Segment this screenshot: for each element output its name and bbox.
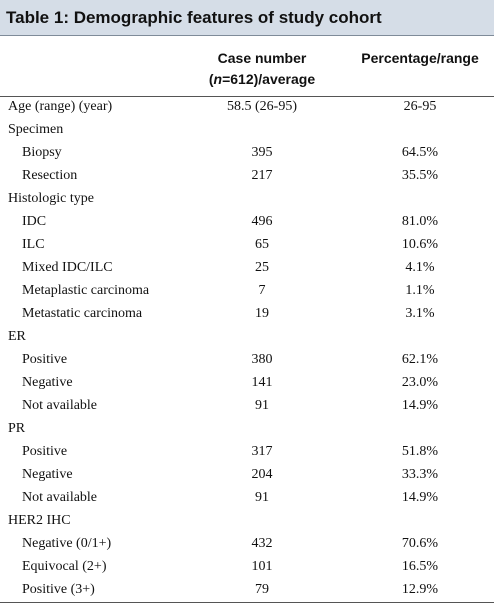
table-row: Metastatic carcinoma 19 3.1%: [0, 302, 494, 325]
case-number: 380: [251, 352, 273, 367]
table-row: Equivocal (2+) 101 16.5%: [0, 555, 494, 578]
row-label: Positive (3+): [22, 582, 95, 597]
row-label: Biopsy: [22, 145, 62, 160]
row-label: Age (range) (year): [8, 99, 113, 114]
row-label: Metaplastic carcinoma: [22, 283, 150, 298]
table-row: Positive 317 51.8%: [0, 440, 494, 463]
header-text: (: [208, 71, 214, 87]
table-row: Biopsy 395 64.5%: [0, 141, 494, 164]
table-row: Metaplastic carcinoma 7 1.1%: [0, 279, 494, 302]
table-row: Resection 217 35.5%: [0, 164, 494, 187]
row-label: Positive: [22, 444, 68, 459]
percentage: 12.9%: [401, 582, 439, 597]
case-number: 217: [251, 168, 273, 183]
percentage: 23.0%: [401, 375, 439, 390]
case-number: 91: [255, 398, 269, 413]
header-text: (n=612)/average: [190, 69, 334, 90]
case-number: 496: [251, 214, 273, 229]
percentage: 16.5%: [401, 559, 439, 574]
table-row: IDC 496 81.0%: [0, 210, 494, 233]
case-number: 395: [251, 145, 273, 160]
table-row: Mixed IDC/ILC 25 4.1%: [0, 256, 494, 279]
case-number: 79: [255, 582, 269, 597]
row-label: Positive: [22, 352, 68, 367]
header-text: =612)/average: [222, 71, 316, 87]
row-label: Not available: [22, 398, 98, 413]
percentage: 51.8%: [401, 444, 439, 459]
percentage: 14.9%: [401, 398, 439, 413]
section-row: Specimen: [0, 118, 494, 141]
table-row: Negative 141 23.0%: [0, 371, 494, 394]
case-number: 91: [255, 490, 269, 505]
case-number: 25: [255, 260, 269, 275]
row-label: Metastatic carcinoma: [22, 306, 143, 321]
section-label: ER: [8, 329, 26, 344]
percentage: 62.1%: [401, 352, 439, 367]
table-row: Positive (3+) 79 12.9%: [0, 578, 494, 601]
rule: [0, 96, 494, 97]
case-number: 204: [251, 467, 273, 482]
case-number: 317: [251, 444, 273, 459]
table-row: Positive 380 62.1%: [0, 348, 494, 371]
table-row: Negative (0/1+) 432 70.6%: [0, 532, 494, 555]
percentage: 64.5%: [401, 145, 439, 160]
section-label: HER2 IHC: [8, 513, 71, 528]
section-row: HER2 IHC: [0, 509, 494, 532]
section-label: PR: [8, 421, 26, 436]
percentage: 81.0%: [401, 214, 439, 229]
case-number: 19: [255, 306, 269, 321]
header-text: n: [213, 71, 223, 87]
table-row: Not available 91 14.9%: [0, 486, 494, 509]
case-number: 7: [258, 283, 266, 298]
table-row: Not available 91 14.9%: [0, 394, 494, 417]
percentage: 26-95: [403, 99, 437, 114]
percentage: 70.6%: [401, 536, 439, 551]
table-row: Negative 204 33.3%: [0, 463, 494, 486]
percentage: 33.3%: [401, 467, 439, 482]
percentage: 3.1%: [405, 306, 435, 321]
table-row: Age (range) (year) 58.5 (26-95) 26-95: [0, 95, 494, 118]
section-row: Histologic type: [0, 187, 494, 210]
table-title: Table 1: Demographic features of study c…: [0, 0, 494, 36]
percentage: 4.1%: [405, 260, 435, 275]
percentage: 14.9%: [401, 490, 439, 505]
row-label: Equivocal (2+): [22, 559, 107, 574]
row-label: ILC: [22, 237, 45, 252]
case-number: 65: [255, 237, 269, 252]
percentage: 1.1%: [405, 283, 435, 298]
percentage: 10.6%: [401, 237, 439, 252]
header-case-number: Case number (n=612)/average: [190, 48, 334, 90]
section-label: Specimen: [8, 122, 64, 137]
header-percentage: Percentage/range: [361, 50, 479, 66]
row-label: Not available: [22, 490, 98, 505]
section-row: ER: [0, 325, 494, 348]
table-row: ILC 65 10.6%: [0, 233, 494, 256]
case-number: 432: [251, 536, 273, 551]
case-number: 101: [251, 559, 273, 574]
row-label: Resection: [22, 168, 78, 183]
section-row: PR: [0, 417, 494, 440]
percentage: 35.5%: [401, 168, 439, 183]
case-number: 141: [251, 375, 273, 390]
row-label: IDC: [22, 214, 47, 229]
row-label: Negative (0/1+): [22, 536, 112, 551]
row-label: Negative: [22, 467, 73, 482]
header-text: Case number: [217, 50, 307, 66]
case-number: 58.5 (26-95): [227, 99, 297, 114]
row-label: Mixed IDC/ILC: [22, 260, 113, 275]
section-label: Histologic type: [8, 191, 94, 206]
rule: [0, 602, 494, 603]
row-label: Negative: [22, 375, 73, 390]
